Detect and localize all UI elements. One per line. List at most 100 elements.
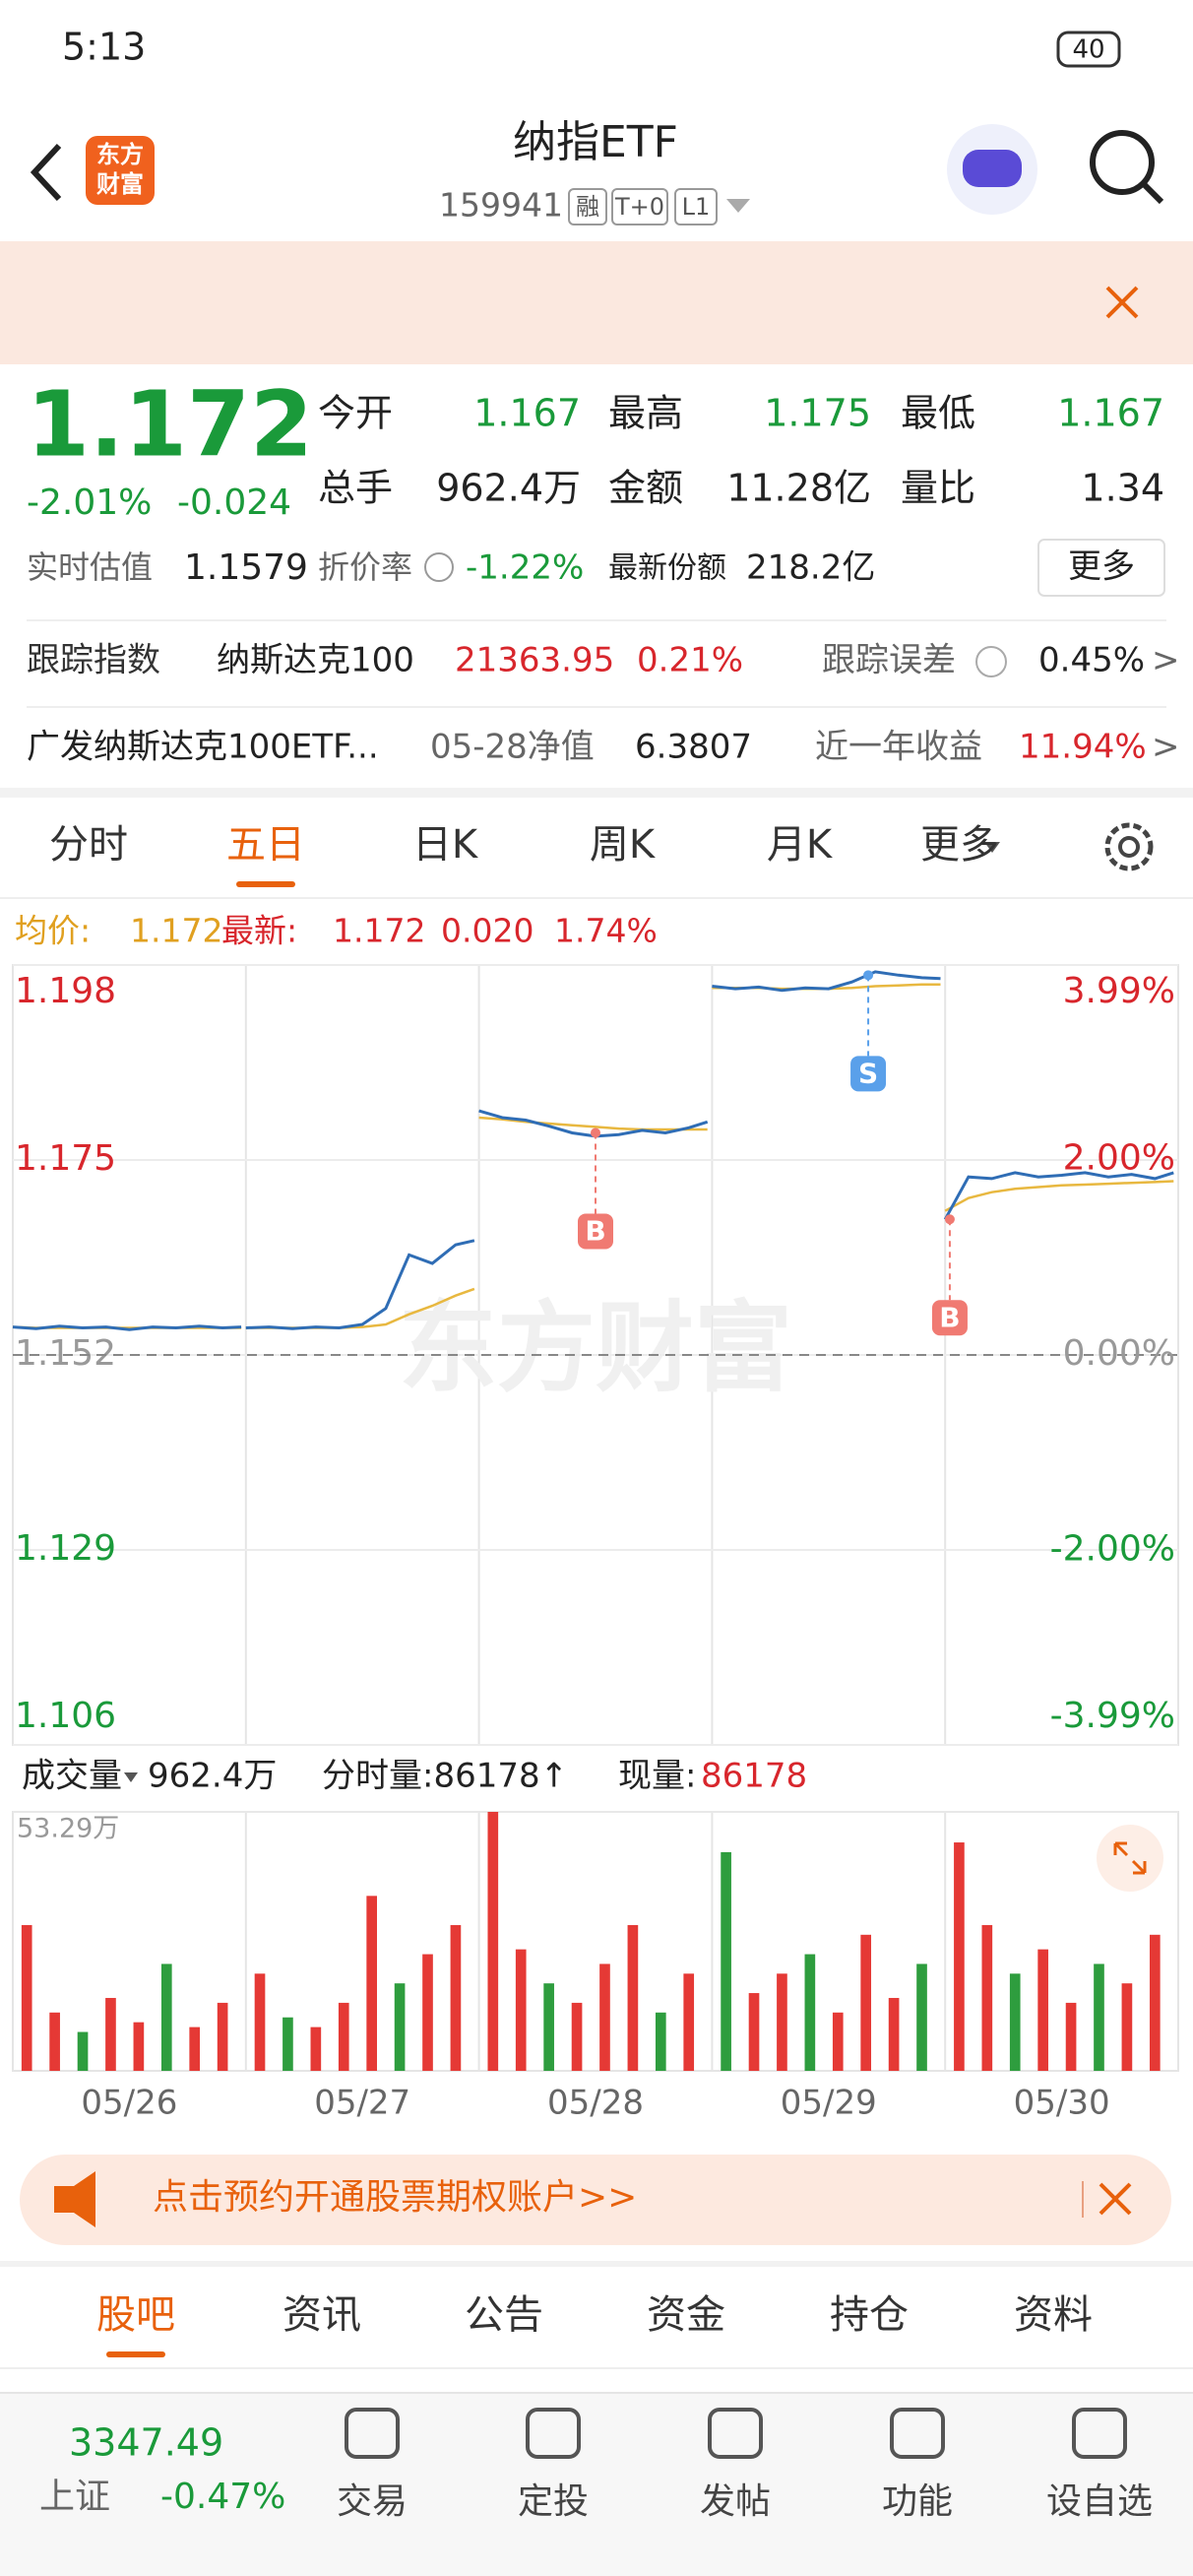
volume-bar <box>49 2012 60 2071</box>
volume-bar <box>1037 1949 1048 2071</box>
price-line <box>245 1239 475 1330</box>
expand-button[interactable] <box>1097 1825 1163 1892</box>
y-tick-label: 1.198 <box>15 971 116 1011</box>
help-icon[interactable] <box>975 646 1007 677</box>
nav-label[interactable]: 定投 <box>518 2481 589 2522</box>
y-tick-label: 1.106 <box>15 1696 116 1736</box>
price-line <box>944 1180 1174 1212</box>
tracking-label: 跟踪指数 <box>27 641 160 680</box>
arrow[interactable]: > <box>1152 641 1180 680</box>
tracking-value: 21363.95 <box>455 641 614 680</box>
volume-bar <box>217 2002 228 2071</box>
trade-badge[interactable] <box>931 1300 968 1336</box>
nav-icon[interactable] <box>526 2408 581 2459</box>
field-label: 最高 <box>608 392 683 435</box>
trade-point <box>944 1214 955 1225</box>
volume-bar <box>189 2027 201 2071</box>
tracking-error: 0.45% <box>1038 641 1145 680</box>
nav-label[interactable]: 发帖 <box>700 2481 771 2522</box>
latest-value: 1.172 <box>333 912 425 950</box>
volume-bar <box>777 1973 787 2071</box>
latest-change: 0.020 <box>441 912 534 950</box>
promo-banner[interactable] <box>20 2155 1171 2245</box>
index-value: 3347.49 <box>69 2421 223 2465</box>
nav: 6.3807 <box>635 728 752 767</box>
tag-box <box>611 188 668 225</box>
bottom-bar <box>0 2393 1193 2576</box>
logo-text: 东方 <box>96 141 144 168</box>
nav-icon[interactable] <box>1072 2408 1127 2459</box>
trade-label: B <box>939 1301 960 1333</box>
tab[interactable]: 日K <box>412 822 479 868</box>
nav-label: 05-28净值 <box>430 728 595 767</box>
price-line <box>712 970 941 993</box>
discount: -1.22% <box>466 548 584 588</box>
latest-label: 最新: <box>221 912 297 950</box>
trade-badge[interactable] <box>578 1213 613 1250</box>
tracking-index: 纳斯达克100 <box>217 641 414 680</box>
section-tab[interactable]: 股吧 <box>96 2292 175 2338</box>
price-line <box>478 1116 708 1131</box>
y2-tick-label: -3.99% <box>1050 1696 1175 1736</box>
section-gap <box>0 2261 1193 2267</box>
volume-bar <box>627 1924 639 2071</box>
close-button[interactable] <box>1099 2182 1132 2216</box>
volume-bar <box>543 1983 554 2071</box>
nav-label[interactable]: 交易 <box>337 2481 408 2522</box>
section-tab[interactable]: 资讯 <box>283 2292 361 2338</box>
nav-icon[interactable] <box>890 2408 945 2459</box>
logo[interactable] <box>86 136 155 205</box>
back-button[interactable] <box>30 143 62 202</box>
section-gap <box>0 788 1193 798</box>
volume-bar <box>254 1973 266 2071</box>
avatar-face <box>963 150 1022 187</box>
volume-bar <box>366 1896 377 2071</box>
notice-band <box>0 241 1193 364</box>
section-tab[interactable]: 资金 <box>647 2292 725 2338</box>
section-tab[interactable]: 持仓 <box>830 2292 909 2338</box>
trade-badge[interactable] <box>850 1056 887 1092</box>
field-label: 今开 <box>318 392 393 435</box>
status-time: 5:13 <box>62 26 146 69</box>
settings-button[interactable] <box>1104 822 1154 871</box>
tab[interactable]: 更多 <box>920 822 999 868</box>
nav-label[interactable]: 设自选 <box>1046 2481 1153 2522</box>
y2-tick-label: -2.00% <box>1050 1528 1175 1569</box>
battery <box>1056 31 1121 68</box>
field-value: 11.28亿 <box>726 467 871 510</box>
volume-bar <box>77 2031 89 2071</box>
tab[interactable]: 五日 <box>226 822 305 868</box>
tab[interactable]: 分时 <box>49 822 128 868</box>
volume-bar <box>804 1954 816 2071</box>
y-tick-label: 1.129 <box>15 1528 116 1569</box>
nav-icon[interactable] <box>345 2408 400 2459</box>
expand-icon <box>1113 1841 1147 1875</box>
arrow[interactable]: > <box>1152 728 1180 767</box>
search-button[interactable] <box>1090 130 1155 195</box>
latest-pct: 1.74% <box>554 912 658 950</box>
info-icon[interactable] <box>424 552 454 582</box>
nav-icon[interactable] <box>708 2408 763 2459</box>
volume-bar <box>1065 2002 1077 2071</box>
x-tick-label: 05/30 <box>1014 2084 1110 2123</box>
index-pct: -0.47% <box>160 2477 285 2517</box>
y2-tick-label: 3.99% <box>1063 971 1175 1011</box>
current-volume: 86178 <box>701 1757 807 1796</box>
nav-label[interactable]: 功能 <box>882 2481 953 2522</box>
trade-point <box>863 970 874 981</box>
section-tab[interactable]: 公告 <box>465 2292 543 2338</box>
close-button[interactable] <box>1105 286 1139 319</box>
tab-underline <box>106 2351 165 2357</box>
tab[interactable]: 周K <box>590 822 657 868</box>
volume-label[interactable]: 成交量 <box>22 1757 122 1796</box>
more-button[interactable] <box>1037 539 1165 597</box>
volume-bar <box>1121 1983 1133 2071</box>
volume-bar <box>394 1983 406 2071</box>
avg-label: 均价: <box>15 912 91 950</box>
y-tick-label: 53.29万 <box>17 1814 119 1844</box>
dropdown-icon[interactable] <box>726 199 750 213</box>
tab[interactable]: 月K <box>767 822 834 868</box>
section-tab[interactable]: 资料 <box>1014 2292 1093 2338</box>
tracking-error-label: 跟踪误差 <box>822 641 956 680</box>
